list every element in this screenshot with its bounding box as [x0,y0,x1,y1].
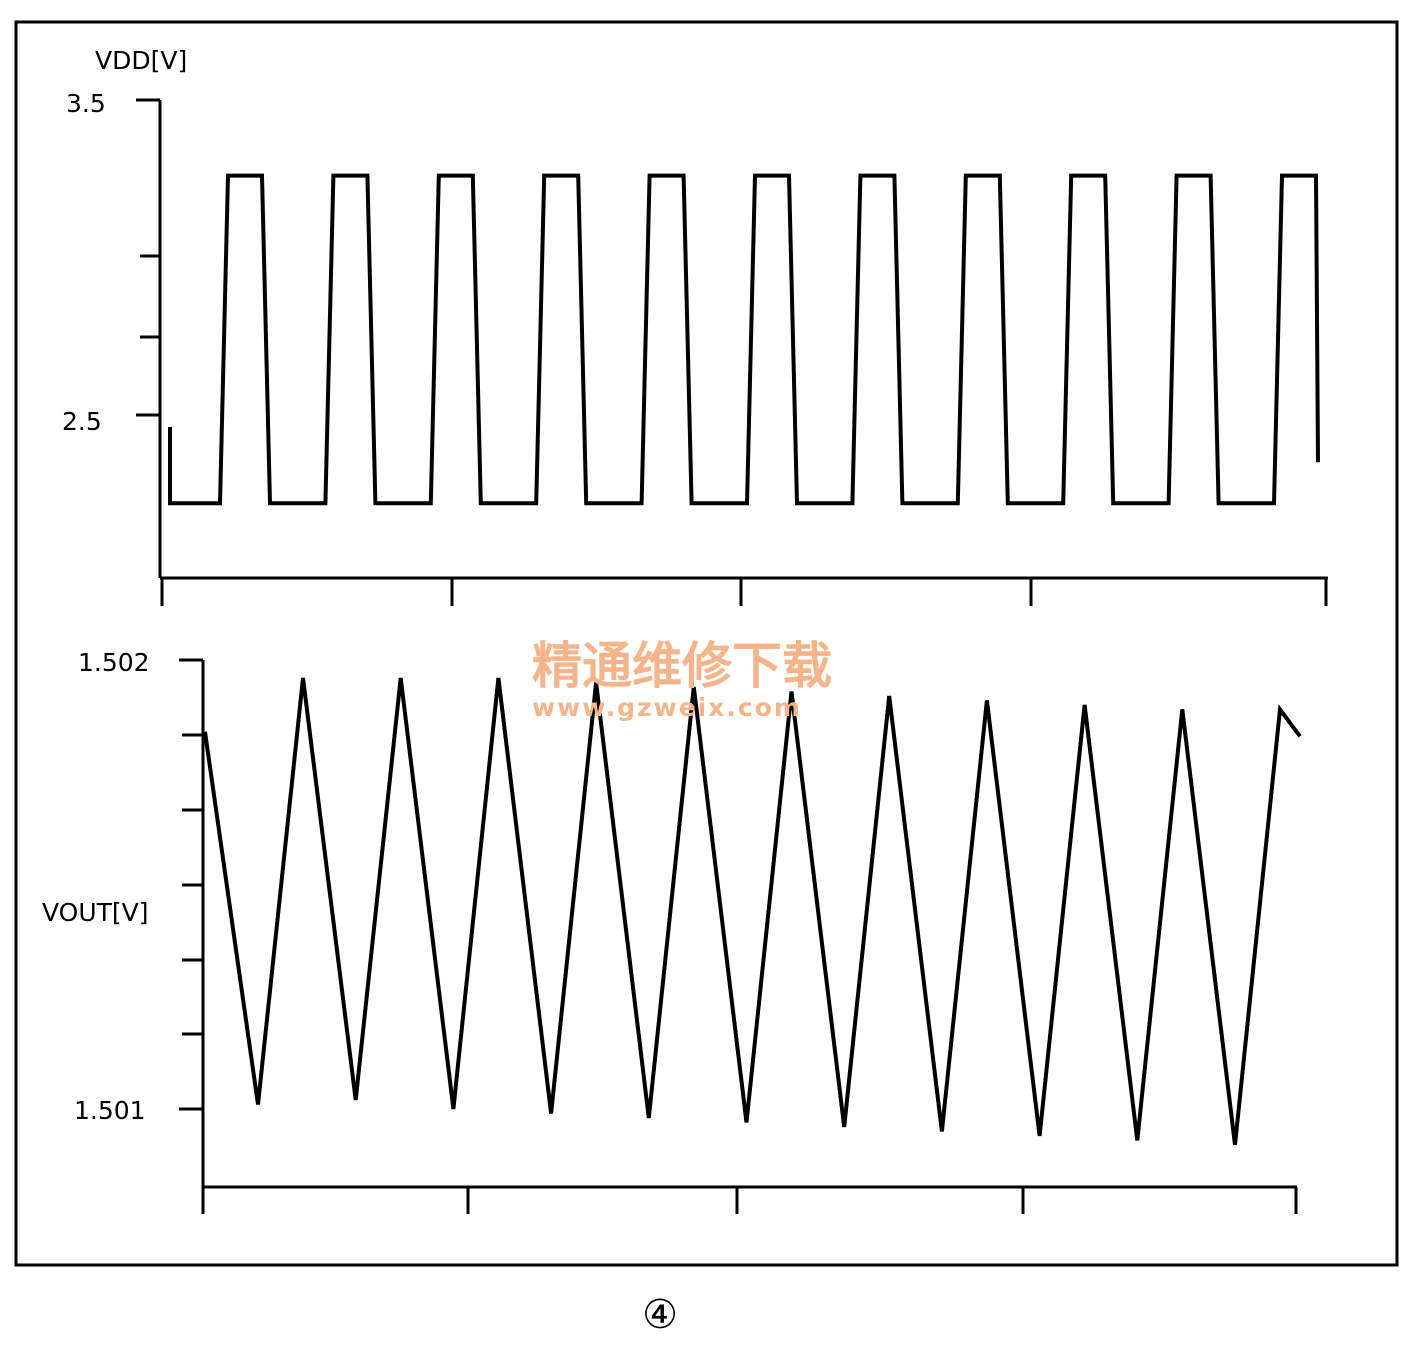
vout-chart: 1.502 VOUT[V] 1.501 [42,648,1302,1214]
vdd-ytick-label-bottom: 2.5 [62,407,102,436]
figure-number: ④ [642,1292,678,1338]
vout-ytick-label-bottom: 1.501 [74,1096,146,1125]
vdd-chart: VDD[V] 3.5 2.5 [62,46,1328,606]
vdd-series-line [168,173,1320,506]
vout-series-line [203,677,1302,1146]
vdd-ytick-label-top: 3.5 [66,89,106,118]
vout-ylabel: VOUT[V] [42,898,149,927]
vdd-ylabel: VDD[V] [95,46,187,75]
watermark-url: www.gzweix.com [532,693,802,722]
watermark-title: 精通维修下载 [532,637,832,695]
vout-ytick-label-top: 1.502 [78,648,150,677]
figure-frame [14,20,1399,1267]
